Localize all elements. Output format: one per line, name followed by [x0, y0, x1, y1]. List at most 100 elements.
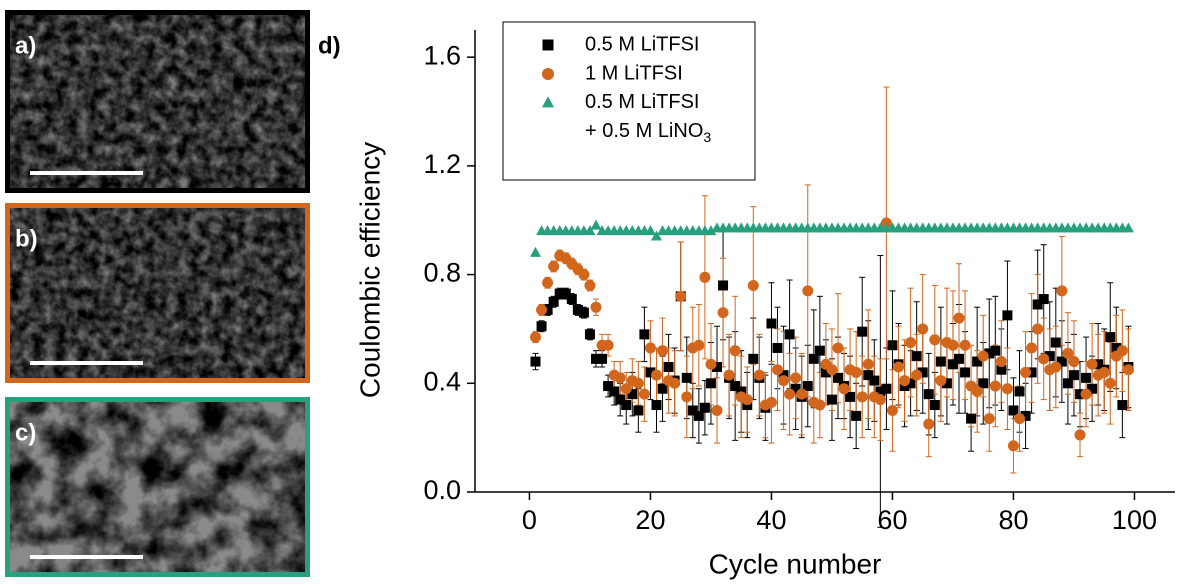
marker-circle — [675, 290, 687, 302]
marker-circle — [753, 369, 765, 381]
marker-circle — [1032, 323, 1044, 335]
marker-circle — [790, 372, 802, 384]
marker-square — [972, 356, 983, 367]
marker-triangle — [1122, 222, 1134, 233]
marker-square — [1056, 356, 1067, 367]
panel-label: b) — [15, 225, 38, 252]
marker-circle — [989, 380, 1001, 392]
marker-circle — [584, 279, 596, 291]
marker-circle — [838, 383, 850, 395]
marker-square — [1117, 400, 1128, 411]
marker-square — [1105, 332, 1116, 343]
marker-square — [960, 367, 971, 378]
marker-square — [935, 356, 946, 367]
y-tick-label: 1.2 — [423, 149, 461, 179]
marker-circle — [899, 375, 911, 387]
marker-circle — [1014, 413, 1026, 425]
marker-circle — [911, 369, 923, 381]
x-tick-label: 60 — [877, 505, 907, 535]
marker-square — [990, 345, 1001, 356]
marker-square — [1111, 342, 1122, 353]
marker-square — [548, 296, 559, 307]
x-tick-label: 0 — [522, 505, 537, 535]
marker-square — [560, 288, 571, 299]
sem-texture — [5, 10, 310, 193]
marker-square — [1087, 383, 1098, 394]
marker-circle — [1098, 366, 1110, 378]
marker-circle — [886, 404, 898, 416]
panel-label: c) — [15, 419, 36, 446]
marker-circle — [1068, 356, 1080, 368]
marker-square — [530, 356, 541, 367]
marker-circle — [953, 312, 965, 324]
x-tick-label: 40 — [756, 505, 786, 535]
marker-square — [615, 394, 626, 405]
marker-square — [597, 353, 608, 364]
marker-square — [826, 394, 837, 405]
marker-circle — [929, 334, 941, 346]
marker-circle — [638, 388, 650, 400]
legend: 0.5 M LiTFSI 1 M LiTFSI 0.5 M LiTFSI + 0.5 … — [502, 21, 756, 181]
marker-square — [663, 361, 674, 372]
marker-square — [887, 340, 898, 351]
y-tick-label: 0.8 — [423, 258, 461, 288]
marker-square — [748, 353, 759, 364]
marker-circle — [699, 271, 711, 283]
marker-square — [572, 304, 583, 315]
marker-circle — [729, 345, 741, 357]
marker-square — [881, 383, 892, 394]
marker-square — [766, 318, 777, 329]
marker-square — [730, 381, 741, 392]
marker-square — [790, 383, 801, 394]
marker-circle — [632, 377, 644, 389]
legend-label: 0.5 M LiTFSI + 0.5 M LiNO3 — [585, 91, 711, 144]
marker-circle — [917, 323, 929, 335]
chart: d) 0.0 0.4 0.8 1.2 1.6 0 20 40 60 80 100 Cycle numbe… — [318, 21, 1175, 579]
marker-triangle — [705, 225, 717, 236]
marker-triangle — [584, 225, 596, 236]
marker-circle — [856, 391, 868, 403]
marker-square — [863, 370, 874, 381]
marker-square — [645, 367, 656, 378]
marker-circle — [1104, 377, 1116, 389]
marker-circle — [669, 377, 681, 389]
marker-square — [705, 378, 716, 389]
panel-border — [5, 10, 310, 193]
marker-circle — [1080, 388, 1092, 400]
marker-square — [905, 378, 916, 389]
marker-square — [875, 386, 886, 397]
y-axis-title: Coulombic efficiency — [354, 142, 385, 398]
marker-square — [578, 307, 589, 318]
marker-circle — [741, 394, 753, 406]
marker-square — [814, 345, 825, 356]
marker-circle — [723, 369, 735, 381]
marker-square — [693, 410, 704, 421]
marker-circle — [814, 399, 826, 411]
marker-square — [1062, 378, 1073, 389]
marker-circle — [542, 277, 554, 289]
series — [530, 217, 1134, 452]
marker-square — [609, 386, 620, 397]
marker-square — [554, 288, 565, 299]
marker-square — [718, 280, 729, 291]
panel-label: a) — [15, 32, 36, 59]
marker-circle — [826, 364, 838, 376]
marker-square — [687, 405, 698, 416]
marker-square — [699, 402, 710, 413]
marker-square — [820, 367, 831, 378]
marker-square — [833, 372, 844, 383]
y-tick-label: 0.4 — [423, 366, 461, 396]
marker-square — [566, 294, 577, 305]
marker-circle — [530, 331, 542, 343]
panel-label: d) — [318, 32, 341, 59]
marker-square — [1093, 359, 1104, 370]
marker-square — [1081, 372, 1092, 383]
marker-circle — [657, 345, 669, 357]
marker-circle — [935, 375, 947, 387]
marker-circle — [893, 361, 905, 373]
marker-circle — [717, 307, 729, 319]
marker-square — [542, 304, 553, 315]
marker-square — [1044, 351, 1055, 362]
marker-circle — [983, 413, 995, 425]
marker-circle — [644, 342, 656, 354]
